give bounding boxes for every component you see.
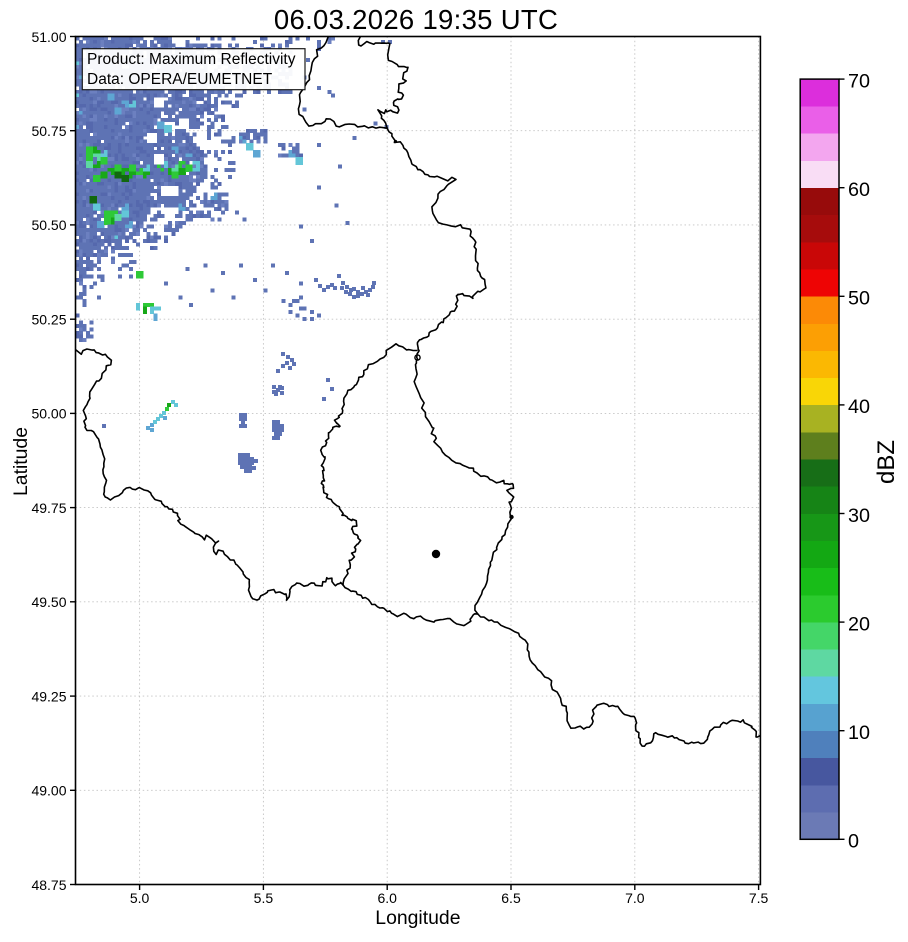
svg-text:50.25: 50.25: [31, 312, 66, 328]
svg-text:7.5: 7.5: [749, 890, 769, 906]
svg-text:49.50: 49.50: [31, 594, 66, 610]
svg-text:6.0: 6.0: [377, 890, 397, 906]
svg-text:40: 40: [848, 396, 870, 418]
svg-text:50: 50: [848, 288, 870, 310]
svg-text:70: 70: [848, 70, 870, 92]
svg-text:20: 20: [848, 613, 870, 635]
svg-text:50.00: 50.00: [31, 406, 66, 422]
svg-text:49.75: 49.75: [31, 500, 66, 516]
svg-text:60: 60: [848, 179, 870, 201]
svg-text:5.5: 5.5: [254, 890, 274, 906]
svg-text:dBZ: dBZ: [873, 440, 900, 484]
svg-text:50.75: 50.75: [31, 123, 66, 139]
svg-text:Latitude: Latitude: [10, 427, 32, 496]
svg-text:51.00: 51.00: [31, 29, 66, 45]
svg-text:10: 10: [848, 722, 870, 744]
svg-text:50.50: 50.50: [31, 217, 66, 233]
svg-text:48.75: 48.75: [31, 877, 66, 893]
svg-text:5.0: 5.0: [130, 890, 150, 906]
svg-text:Longitude: Longitude: [375, 907, 460, 929]
svg-text:30: 30: [848, 505, 870, 527]
svg-text:6.5: 6.5: [501, 890, 521, 906]
svg-text:49.25: 49.25: [31, 688, 66, 704]
svg-text:0: 0: [848, 831, 859, 853]
svg-text:49.00: 49.00: [31, 783, 66, 799]
svg-text:Product: Maximum Reflectivity: Product: Maximum Reflectivity: [87, 51, 296, 68]
svg-text:06.03.2026 19:35 UTC: 06.03.2026 19:35 UTC: [274, 4, 558, 35]
svg-text:7.0: 7.0: [625, 890, 645, 906]
svg-text:Data: OPERA/EUMETNET: Data: OPERA/EUMETNET: [87, 71, 273, 88]
